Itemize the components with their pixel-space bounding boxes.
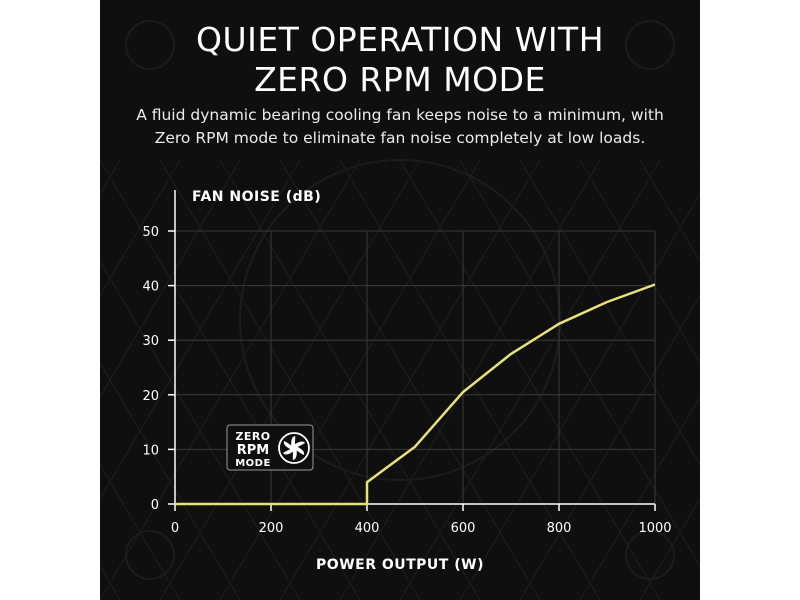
- subtitle-line-2: Zero RPM mode to eliminate fan noise com…: [154, 129, 646, 147]
- fan-icon: [278, 432, 310, 464]
- promo-panel: QUIET OPERATION WITH ZERO RPM MODE A flu…: [100, 0, 700, 600]
- y-tick-label: 20: [142, 389, 159, 404]
- x-tick-label: 600: [451, 521, 476, 536]
- badge-line-2: RPM: [237, 443, 269, 458]
- badge-frame: [226, 424, 314, 471]
- y-tick-label: 0: [151, 498, 159, 513]
- title-line-2: ZERO RPM MODE: [254, 60, 546, 99]
- page-title: QUIET OPERATION WITH ZERO RPM MODE: [100, 20, 700, 100]
- y-tick-label: 40: [142, 280, 159, 295]
- zero-rpm-badge: ZERO RPM MODE: [226, 424, 314, 471]
- y-tick-label: 50: [142, 225, 159, 240]
- background-pattern: [100, 20, 700, 600]
- y-tick-label: 10: [142, 443, 159, 458]
- x-tick-label: 800: [547, 521, 572, 536]
- subtitle-line-1: A fluid dynamic bearing cooling fan keep…: [136, 106, 664, 124]
- badge-line-3: MODE: [235, 458, 271, 469]
- x-tick-labels: 0 200 400 600 800 1000: [171, 504, 672, 536]
- x-axis-label: POWER OUTPUT (W): [316, 557, 484, 573]
- grid-lines: [175, 230, 656, 504]
- x-tick-label: 400: [355, 521, 380, 536]
- fan-noise-chart: 0 10 20 30 40 50 0 200 400 600 800 1000 FAN NOISE …: [142, 189, 672, 573]
- y-axis-label: FAN NOISE (dB): [192, 189, 321, 205]
- fan-noise-series-line: [175, 283, 656, 506]
- y-tick-label: 30: [142, 334, 159, 349]
- badge-line-1: ZERO: [235, 430, 270, 443]
- x-tick-label: 0: [171, 521, 179, 536]
- y-tick-labels: 0 10 20 30 40 50: [142, 225, 175, 513]
- page-subtitle: A fluid dynamic bearing cooling fan keep…: [120, 104, 680, 150]
- title-line-1: QUIET OPERATION WITH: [195, 20, 605, 59]
- x-tick-label: 200: [259, 521, 284, 536]
- x-tick-label: 1000: [638, 521, 671, 536]
